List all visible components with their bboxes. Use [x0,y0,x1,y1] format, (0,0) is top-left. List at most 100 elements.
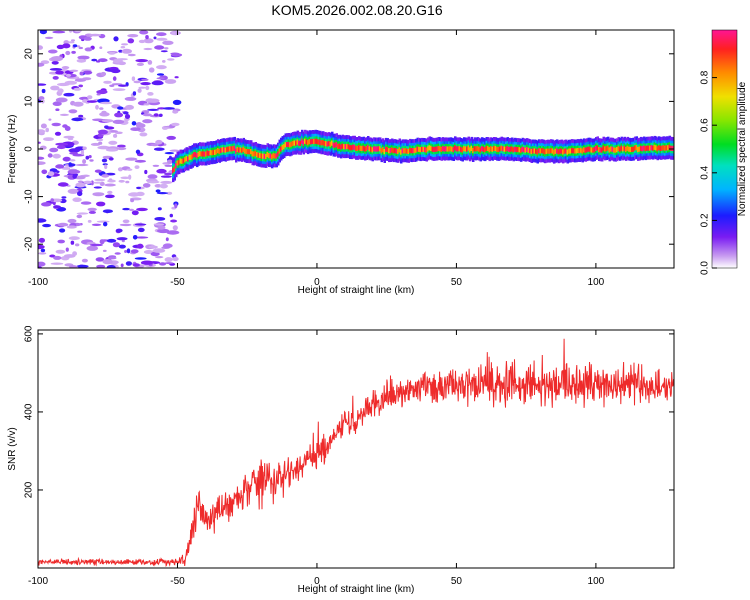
heatmap-cell [403,148,406,154]
heatmap-cell [155,189,161,193]
heatmap-cell [53,255,62,260]
heatmap-cell [102,209,113,213]
heatmap-cell [211,150,214,156]
heatmap-cell [394,147,397,154]
heatmap-cell [169,149,180,152]
heatmap-cell [136,186,142,190]
heatmap-cell [113,133,118,138]
heatmap-cell [637,146,640,153]
heatmap-cell [668,144,671,150]
heatmap-cell [166,230,180,235]
colorbar-gradient [711,29,738,269]
heatmap-cell [106,265,116,268]
heatmap-cell [127,38,135,44]
heatmap-cell [181,158,184,164]
heatmap-cell [157,228,170,234]
y-tick-label: 10 [24,95,35,107]
heatmap-cell [560,148,563,154]
heatmap-cell [61,196,67,199]
heatmap-cell [145,85,150,91]
heatmap-cell [454,145,457,151]
heatmap-cell [665,145,668,151]
heatmap-cell [538,148,541,154]
heatmap-cell [416,146,419,152]
heatmap-cell [304,138,307,144]
heatmap-cell [77,230,83,233]
heatmap-cell [220,147,223,153]
heatmap-cell [566,149,569,155]
heatmap-cell [144,169,148,175]
heatmap-cell [38,45,43,50]
heatmap-cell [205,151,208,157]
heatmap-cell [269,153,272,159]
heatmap-cell [134,223,147,226]
heatmap-cell [593,147,596,153]
heatmap-cell [550,148,553,154]
heatmap-cell [209,149,212,156]
heatmap-cell [63,92,75,97]
y-tick-label: 0 [24,146,35,152]
x-tick-label: -50 [170,576,185,587]
heatmap-cell [431,146,434,152]
heatmap-cell [153,223,165,226]
heatmap-cell [130,127,141,131]
heatmap-cell [557,149,560,155]
x-tick-label: -100 [28,277,48,288]
heatmap-cell [470,145,473,151]
heatmap-cell [299,140,302,146]
heatmap-cell [331,140,334,146]
heatmap-cell [662,145,665,151]
heatmap-cell [132,245,138,248]
heatmap-cell [49,147,59,153]
heatmap-cell [455,146,458,152]
heatmap-cell [421,146,424,152]
heatmap-cell [69,265,78,268]
heatmap-cell [608,147,611,153]
heatmap-cell [65,50,71,56]
heatmap-cell [156,32,167,37]
heatmap-cell [307,140,310,146]
heatmap-cell [586,147,589,153]
heatmap-cell [193,152,196,158]
heatmap-cell [194,152,197,158]
heatmap-cell [610,146,613,152]
heatmap-cell [649,145,652,151]
heatmap-cell [340,144,343,150]
heatmap-cell [142,183,151,188]
heatmap-cell [101,158,108,163]
heatmap-cell [106,238,117,243]
heatmap-cell [102,259,113,265]
heatmap-cell [131,210,139,216]
heatmap-cell [332,142,335,148]
snr-x-axis: -100 -50 0 50 100 [28,330,605,587]
y-tick-label: 600 [24,325,35,342]
heatmap-cell [344,144,347,150]
heatmap-cell [341,143,344,149]
heatmap-cell [87,219,92,223]
heatmap-cell [70,240,75,245]
y-tick-label: 20 [24,48,35,60]
heatmap-cell [565,148,568,154]
y-tick-label: 400 [24,403,35,420]
heatmap-cell [151,80,164,86]
heatmap-cell [184,157,187,163]
heatmap-cell [290,141,293,147]
heatmap-cell [427,146,430,152]
heatmap-cell [136,62,144,66]
heatmap-cell [233,145,236,151]
heatmap-cell [62,43,71,49]
heatmap-cell [158,113,163,118]
heatmap-cell [188,154,191,160]
heatmap-cell [631,146,634,152]
heatmap-cell [96,264,106,268]
heatmap-cell [289,142,292,148]
x-tick-label: -50 [170,277,185,288]
colorbar-tick-label: 0.4 [700,165,711,179]
heatmap-cell [239,147,242,153]
heatmap-cell [347,144,350,150]
heatmap-cell [622,146,625,152]
heatmap-cell [190,154,193,160]
heatmap-cell [601,147,604,153]
heatmap-cell [118,179,125,183]
heatmap-cell [266,152,269,158]
